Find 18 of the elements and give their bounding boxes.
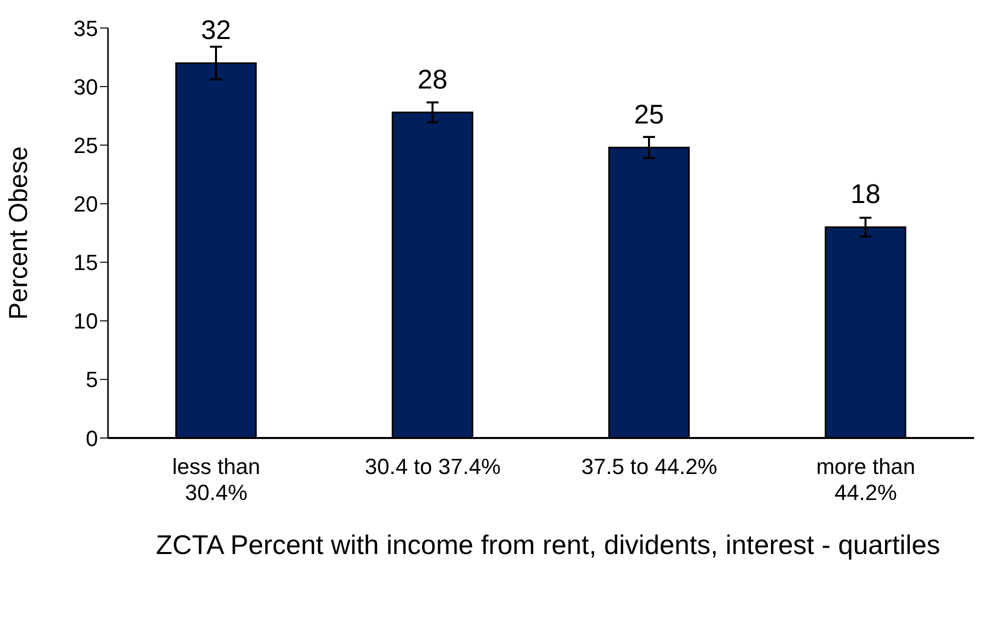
y-tick-label: 15 <box>74 250 98 276</box>
x-tick-label: 30.4 to 37.4% <box>364 454 501 479</box>
data-label: 28 <box>417 64 448 94</box>
x-tick-label: less than 30.4% <box>172 454 260 505</box>
y-tick-label: 30 <box>74 74 98 100</box>
data-label: 25 <box>634 99 664 130</box>
y-tick-label: 10 <box>74 308 98 334</box>
y-tick-label: 25 <box>74 132 98 158</box>
x-axis-title: ZCTA Percent with income from rent, dividents, interest - quartiles <box>154 529 942 562</box>
x-tick-label: more than 44.2% <box>816 454 916 505</box>
x-tick-label: 37.5 to 44.2% <box>581 454 718 479</box>
data-label: 32 <box>200 15 232 46</box>
y-tick-label: 35 <box>74 16 98 41</box>
y-tick-label: 5 <box>86 367 98 392</box>
y-tick-label: 0 <box>86 426 98 451</box>
y-tick-label: 20 <box>74 192 98 217</box>
y-axis-title: Percent Obese <box>3 146 34 320</box>
data-label: 18 <box>850 179 881 210</box>
